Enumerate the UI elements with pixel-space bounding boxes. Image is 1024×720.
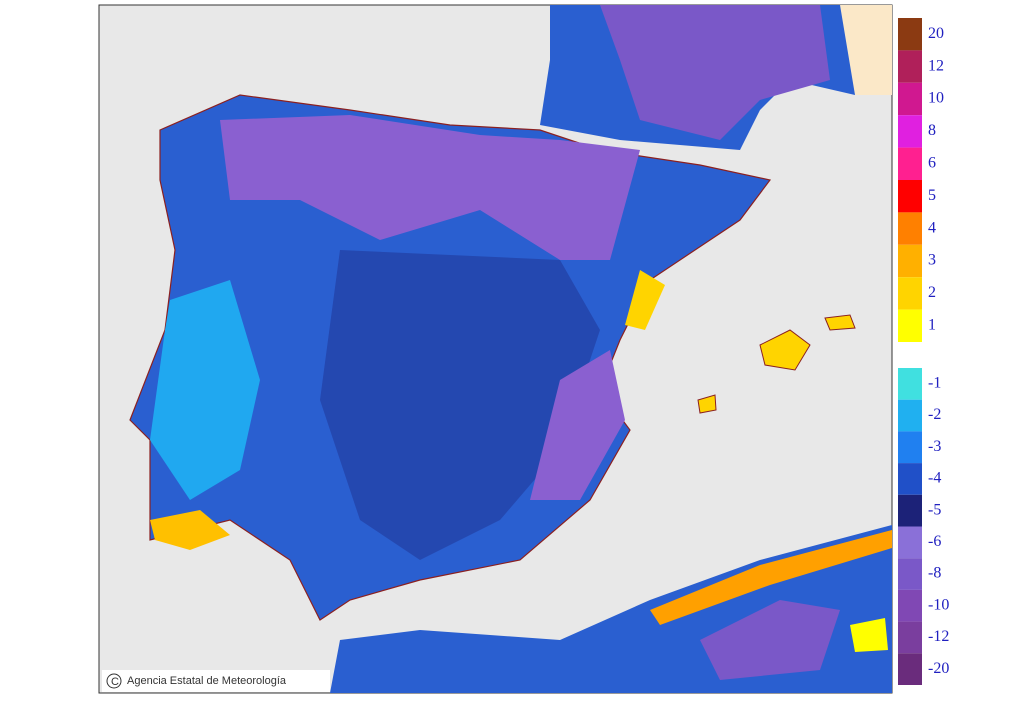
ibiza (697, 394, 717, 414)
legend-label: 8 (928, 122, 936, 139)
legend-swatch (898, 399, 922, 432)
legend-swatch (898, 50, 922, 83)
legend-swatch (898, 621, 922, 654)
algarve-warm (150, 510, 230, 550)
legend-label: -2 (928, 406, 941, 423)
north-cold (220, 115, 640, 260)
credit: Agencia Estatal de Meteorología (127, 675, 287, 687)
legend-label: -4 (928, 470, 941, 487)
legend-label: 2 (928, 284, 936, 301)
legend-label: -20 (928, 660, 949, 677)
legend-swatch (898, 368, 922, 400)
legend-label: 4 (928, 219, 936, 236)
legend-label: 3 (928, 252, 936, 269)
legend-label: -8 (928, 565, 941, 582)
legend-swatch (898, 212, 922, 245)
legend-swatch (898, 147, 922, 180)
legend: 20 12 10 8 6 5 4 3 2 1 -1 -2 -3 -4 -5 -6 -8 -10 -12 -20 (898, 18, 949, 685)
france-cold (600, 5, 830, 140)
center-cold (320, 250, 600, 560)
legend-swatch (898, 309, 922, 342)
valencia-warm (625, 270, 665, 330)
legend-swatch (898, 115, 922, 148)
africa-warm (850, 618, 888, 652)
legend-label: 6 (928, 154, 936, 171)
map: C Agencia Estatal de Meteorología (98, 4, 893, 694)
legend-swatch (898, 653, 922, 685)
legend-label: 10 (928, 90, 944, 107)
legend-label: -5 (928, 501, 941, 518)
copyright-c: C (111, 676, 119, 688)
legend-swatch (898, 180, 922, 213)
legend-label: -12 (928, 628, 949, 645)
legend-swatch (898, 431, 922, 464)
africa-cold (700, 600, 840, 680)
legend-swatch (898, 526, 922, 559)
legend-swatch (898, 18, 922, 51)
west-milder (150, 280, 260, 500)
legend-swatch (898, 277, 922, 310)
credit-box (102, 670, 330, 692)
legend-label: -1 (928, 375, 941, 392)
legend-swatch (898, 244, 922, 278)
legend-label: 12 (928, 57, 944, 74)
southeast-cold (530, 350, 625, 500)
legend-swatch (898, 558, 922, 590)
legend-label: -6 (928, 533, 941, 550)
copyright-icon (106, 673, 122, 689)
menorca (824, 314, 856, 331)
legend-swatch (898, 589, 922, 622)
legend-label: 1 (928, 316, 936, 333)
legend-label: 20 (928, 25, 944, 42)
legend-label: -3 (928, 438, 941, 455)
no-data-area (840, 5, 892, 95)
africa-coast-warm (650, 530, 892, 625)
legend-label: 5 (928, 187, 936, 204)
legend-swatch (898, 463, 922, 495)
legend-swatch (898, 494, 922, 527)
legend-swatch (898, 82, 922, 116)
legend-label: -10 (928, 596, 949, 613)
mallorca (759, 329, 811, 371)
